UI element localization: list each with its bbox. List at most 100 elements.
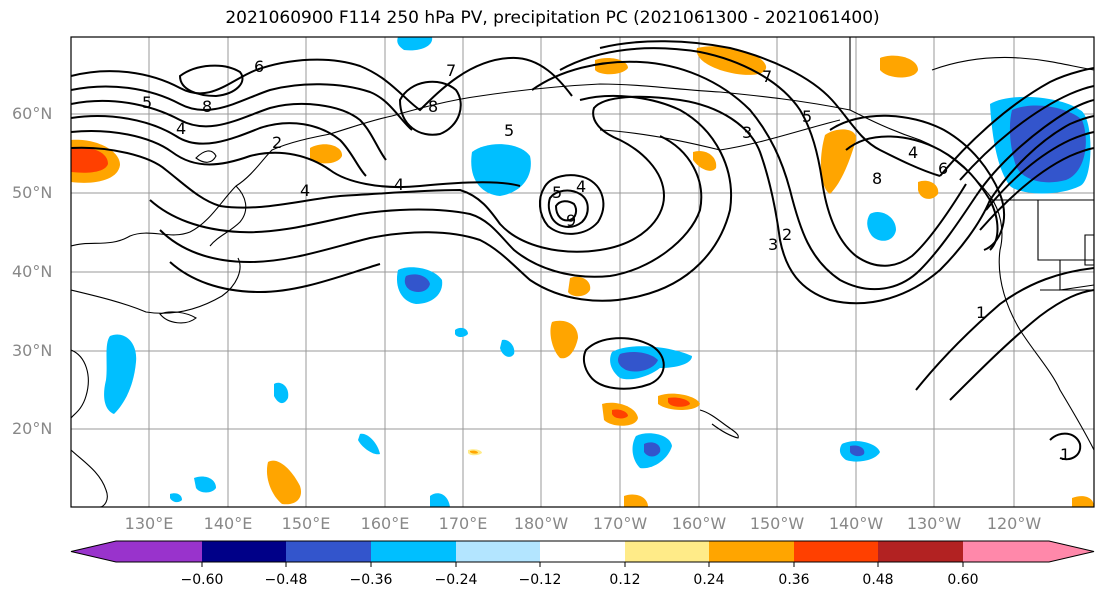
contour-label: 6 bbox=[938, 159, 948, 178]
precip-orange bbox=[918, 180, 939, 199]
pv-contour bbox=[159, 94, 732, 302]
pv-contour bbox=[71, 95, 991, 305]
pv-contour bbox=[71, 56, 573, 112]
lon-label: 160°E bbox=[360, 514, 410, 533]
pv-contour bbox=[169, 261, 381, 294]
precip-blue bbox=[618, 352, 658, 372]
pv-contour bbox=[554, 200, 578, 222]
colorbar bbox=[70, 540, 1095, 567]
precip-light-blue bbox=[104, 334, 137, 414]
colorbar-tick-label: 0.48 bbox=[862, 572, 894, 588]
pv-contour bbox=[559, 47, 967, 267]
lon-label: 180°W bbox=[513, 514, 569, 533]
precip-orange bbox=[880, 55, 918, 78]
colorbar-tick-label: −0.60 bbox=[180, 572, 224, 588]
precip-light-blue bbox=[430, 493, 450, 507]
pv-contour bbox=[538, 174, 605, 235]
colorbar-outline bbox=[70, 540, 1095, 563]
precip-blue bbox=[1009, 105, 1086, 183]
colorbar-tick-label: −0.48 bbox=[264, 572, 308, 588]
precip-red bbox=[71, 146, 108, 173]
pv-contour bbox=[71, 83, 413, 131]
lon-label: 150°W bbox=[749, 514, 805, 533]
lon-label: 170°E bbox=[438, 514, 488, 533]
colorbar-segment bbox=[540, 541, 625, 562]
precip-red bbox=[612, 409, 628, 419]
precip-light-blue bbox=[500, 339, 515, 357]
colorbar-tick-label: −0.36 bbox=[349, 572, 393, 588]
contour-label: 6 bbox=[254, 57, 264, 76]
contour-label: 1 bbox=[976, 303, 986, 322]
precip-orange bbox=[470, 450, 478, 454]
pv-contour bbox=[845, 135, 999, 251]
contour-label: 7 bbox=[446, 61, 456, 80]
colorbar-max-arrow bbox=[1049, 541, 1094, 562]
pv-contour bbox=[959, 85, 1094, 181]
pv-contour bbox=[979, 147, 1094, 231]
contour-label: 5 bbox=[552, 183, 562, 202]
precip-light-blue bbox=[397, 37, 433, 51]
colorbar-tick-label: 0.36 bbox=[778, 572, 810, 588]
pv-contour bbox=[829, 114, 1005, 251]
precip-shading bbox=[71, 37, 1094, 507]
precip-light-blue bbox=[170, 493, 182, 503]
contour-label: 3 bbox=[768, 235, 778, 254]
pv-contour bbox=[71, 129, 521, 189]
pv-contour bbox=[547, 189, 589, 228]
contour-label: 4 bbox=[176, 119, 186, 138]
lon-label: 120°W bbox=[986, 514, 1042, 533]
pv-contour bbox=[989, 115, 1094, 201]
colorbar-segment bbox=[286, 541, 371, 562]
contour-label: 8 bbox=[202, 97, 212, 116]
lon-label: 160°W bbox=[671, 514, 727, 533]
contour-label: 8 bbox=[872, 169, 882, 188]
colorbar-min-arrow bbox=[71, 541, 116, 562]
contour-label: 3 bbox=[742, 123, 752, 142]
pv-contour bbox=[1049, 432, 1082, 461]
colorbar-tick-label: −0.12 bbox=[518, 572, 562, 588]
colorbar-segment bbox=[709, 541, 794, 562]
contour-labels: 5 4 6 8 7 8 5 2 4 4 5 4 9 7 3 5 8 4 6 2 … bbox=[142, 57, 1070, 464]
colorbar-tick-label: −0.24 bbox=[434, 572, 478, 588]
precip-orange bbox=[310, 144, 343, 164]
map-title: 2021060900 F114 250 hPa PV, precipitatio… bbox=[225, 8, 880, 28]
colorbar-segment bbox=[963, 541, 1049, 562]
precip-orange bbox=[266, 460, 302, 505]
precip-blue bbox=[850, 445, 865, 457]
contour-label: 4 bbox=[908, 143, 918, 162]
lat-label: 30°N bbox=[12, 341, 53, 360]
lon-label: 140°E bbox=[203, 514, 253, 533]
colorbar-segment bbox=[456, 541, 540, 562]
pv-contour bbox=[939, 67, 1094, 177]
pv-contour bbox=[149, 135, 703, 278]
colorbar-tick-label: 0.24 bbox=[693, 572, 725, 588]
precip-light-blue bbox=[194, 476, 216, 493]
pv-contours bbox=[71, 40, 1094, 461]
precip-orange bbox=[624, 494, 648, 507]
pv-contour bbox=[599, 40, 941, 177]
contour-label: 1 bbox=[1060, 445, 1070, 464]
contour-label: 4 bbox=[300, 181, 310, 200]
pv-contour bbox=[398, 80, 462, 136]
contour-label: 5 bbox=[504, 121, 514, 140]
contour-label: 2 bbox=[272, 133, 282, 152]
contour-label: 7 bbox=[762, 67, 772, 86]
lon-label: 130°E bbox=[124, 514, 174, 533]
lon-label: 150°E bbox=[281, 514, 331, 533]
precip-orange bbox=[568, 276, 591, 297]
colorbar-segment bbox=[794, 541, 878, 562]
lon-label: 130°W bbox=[906, 514, 962, 533]
lat-label: 40°N bbox=[12, 262, 53, 281]
precip-red bbox=[668, 397, 690, 407]
pv-contour bbox=[975, 99, 1094, 197]
pv-contour bbox=[71, 115, 367, 177]
colorbar-tick-label: 0.60 bbox=[947, 572, 979, 588]
precip-orange bbox=[1072, 496, 1094, 507]
precip-orange bbox=[550, 320, 578, 359]
contour-label: 9 bbox=[566, 211, 576, 230]
pv-contour bbox=[949, 289, 1094, 401]
contour-label: 2 bbox=[782, 225, 792, 244]
pv-contour bbox=[178, 64, 244, 98]
lat-label: 50°N bbox=[12, 183, 53, 202]
pv-contour bbox=[915, 267, 1094, 391]
